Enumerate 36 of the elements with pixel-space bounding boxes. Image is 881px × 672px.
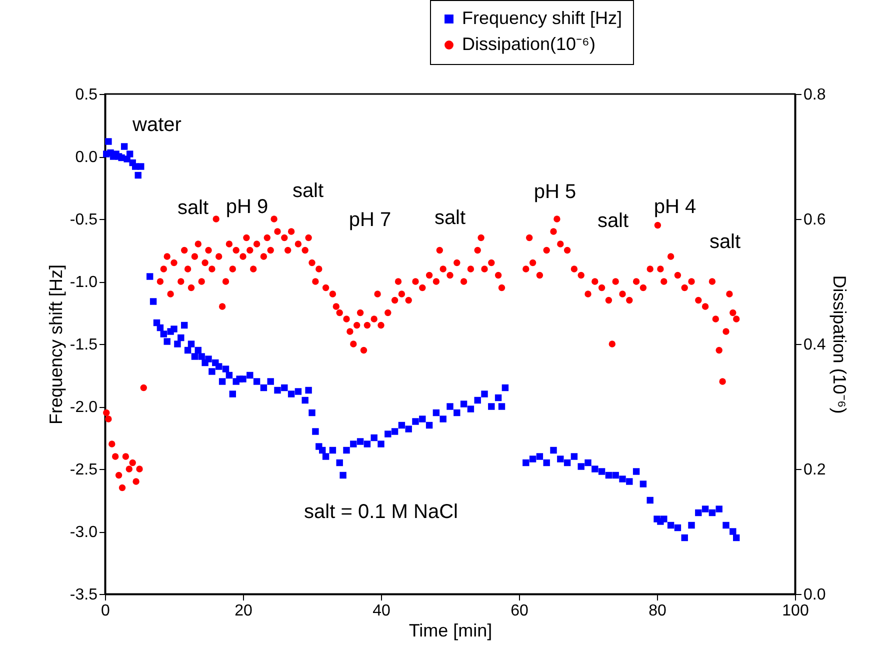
y-tick-label: -1.0 — [70, 274, 98, 291]
annotation: salt = 0.1 M NaCl — [304, 501, 458, 523]
y2-tick-label: 0.6 — [804, 212, 826, 228]
annotation: salt — [292, 180, 324, 202]
x-tick-label: 40 — [372, 602, 390, 620]
y-tick-label: 0.5 — [75, 86, 98, 104]
legend-label: Frequency shift [Hz] — [462, 8, 622, 28]
y-tick-label: 0.0 — [75, 149, 98, 166]
x-tick-label: 20 — [234, 602, 252, 620]
y-tick-label: -3.5 — [70, 586, 98, 604]
x-tick-label: 100 — [782, 602, 809, 620]
annotation: salt — [434, 207, 466, 229]
x-tick-label: 0 — [101, 602, 110, 620]
annotation: salt — [597, 210, 630, 232]
annotation: water — [132, 114, 182, 136]
y-axis-title: Frequency shift [Hz] — [46, 264, 66, 425]
annotation: pH 9 — [226, 196, 268, 218]
y-tick-label: -2.0 — [70, 399, 98, 416]
y-tick-label: -2.5 — [70, 462, 98, 478]
y2-tick-label: 0.0 — [804, 586, 826, 604]
y2-tick-label: 0.4 — [804, 336, 826, 354]
y2-tick-label: 0.8 — [804, 86, 826, 104]
y-tick-label: -0.5 — [70, 212, 98, 228]
annotation: pH 4 — [654, 196, 696, 218]
annotation: salt — [177, 197, 210, 219]
legend-label: Dissipation(10⁻⁶) — [462, 34, 596, 54]
y2-axis-title: Dissipation (10⁻⁶) — [830, 275, 850, 414]
annotation: pH 5 — [534, 181, 576, 203]
y2-tick-label: 0.2 — [804, 462, 826, 478]
y-tick-label: -1.5 — [70, 336, 98, 354]
x-tick-label: 80 — [648, 602, 666, 620]
y-tick-label: -3.0 — [70, 524, 98, 541]
x-tick-label: 60 — [510, 602, 528, 620]
annotation: salt — [709, 231, 742, 253]
x-axis-title: Time [min] — [408, 620, 492, 640]
annotation: pH 7 — [348, 209, 392, 231]
